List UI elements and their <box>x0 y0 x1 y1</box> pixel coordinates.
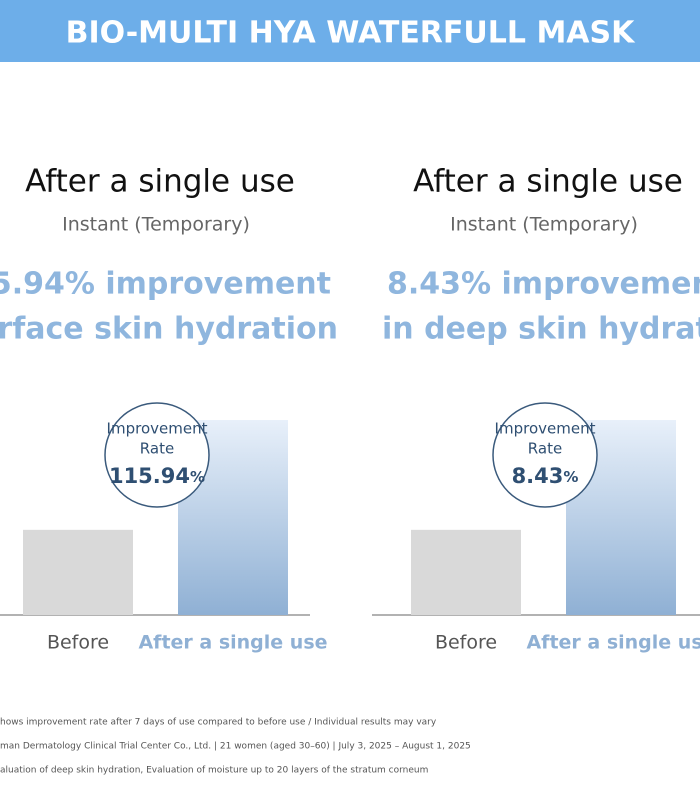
rate-label: Rate <box>140 440 174 458</box>
chart-subtitle: Instant (Temporary) <box>62 214 250 236</box>
rate-number: 8.43 <box>512 464 564 488</box>
rate-value: 115.94% <box>109 464 205 488</box>
rate-label: Rate <box>528 440 562 458</box>
rate-label: Improvement <box>107 420 208 438</box>
header-bar <box>0 0 700 62</box>
rate-value: 8.43% <box>512 464 579 488</box>
headline: 15.94% improvement <box>0 267 331 302</box>
headline: 8.43% improvement <box>387 267 700 302</box>
footnote: hows improvement rate after 7 days of us… <box>0 718 437 728</box>
header-title: BIO-MULTI HYA WATERFULL MASK <box>66 16 636 51</box>
rate-badge <box>492 402 598 508</box>
footnote: aluation of deep skin hydration, Evaluat… <box>0 766 428 776</box>
x-tick-label: After a single use <box>526 632 700 654</box>
headline: surface skin hydration <box>0 312 338 347</box>
chart-subtitle: Instant (Temporary) <box>450 214 638 236</box>
x-tick-label: Before <box>435 632 497 654</box>
x-tick-label: Before <box>47 632 109 654</box>
footnote: man Dermatology Clinical Trial Center Co… <box>0 742 471 752</box>
headline: in deep skin hydration <box>382 312 700 347</box>
bar <box>411 529 521 615</box>
bar <box>23 529 133 615</box>
chart-title: After a single use <box>25 164 295 200</box>
x-tick-label: After a single use <box>138 632 327 654</box>
rate-label: Improvement <box>495 420 596 438</box>
rate-number: 115.94 <box>109 464 190 488</box>
rate-unit: % <box>563 468 578 486</box>
rate-unit: % <box>190 468 205 486</box>
chart-title: After a single use <box>413 164 683 200</box>
rate-badge <box>104 402 210 508</box>
